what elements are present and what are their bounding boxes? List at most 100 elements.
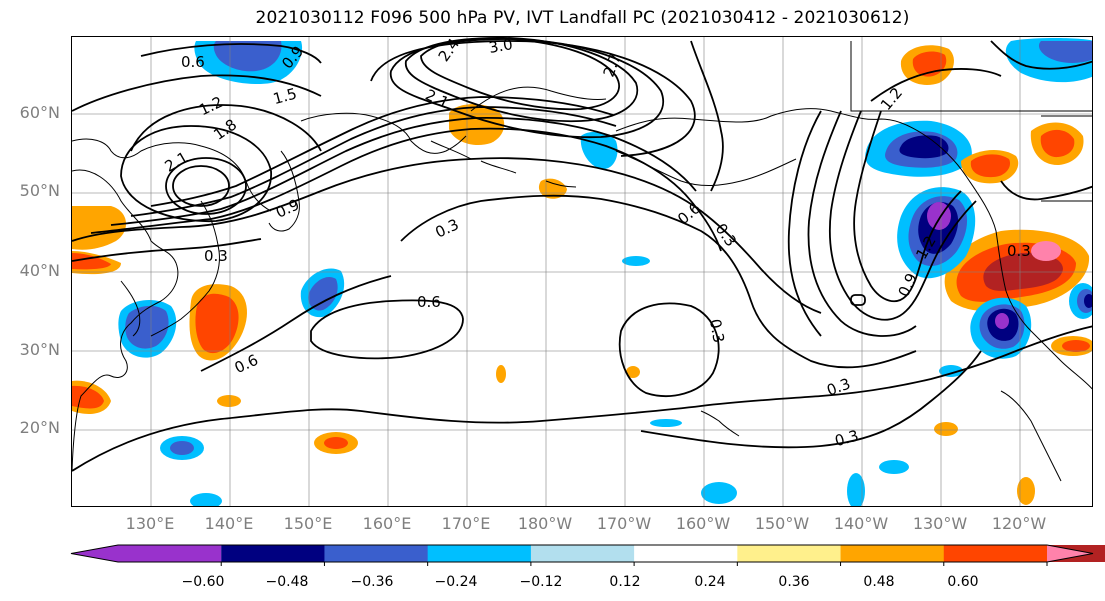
contour-0.6-trough xyxy=(807,110,917,337)
contour-0.3-west xyxy=(72,238,262,262)
contour-label: 1.2 xyxy=(196,93,225,119)
coast-korea xyxy=(120,280,141,337)
contour-label: 0.6 xyxy=(181,53,205,71)
lon-label-180w: 180°W xyxy=(517,514,573,533)
contour-1.2-arctic xyxy=(870,68,1002,102)
anomaly-negative-okhotsk-mid xyxy=(213,41,282,72)
lon-label-150w: 150°W xyxy=(754,514,810,533)
colorbar-swatch xyxy=(1047,545,1105,562)
map-canvas: 0.6 0.9 1.2 1.5 1.8 2.1 2.4 2.7 3.0 2.1 … xyxy=(72,37,1092,506)
contour-label: 0.3 xyxy=(824,375,853,400)
contour-label: 2.7 xyxy=(600,51,625,80)
colorbar-tick-label: 0.36 xyxy=(778,574,810,590)
anomaly-positive-bc-core xyxy=(1040,129,1075,158)
anomaly-positive-canada-core xyxy=(970,154,1011,178)
colorbar-tick-label: −0.48 xyxy=(265,574,309,590)
coast-alaska xyxy=(615,108,1092,390)
contour-0.9-jet xyxy=(90,127,722,252)
anomaly-negative-tropical-2 xyxy=(190,493,222,506)
colorbar-tick-label: −0.36 xyxy=(350,574,394,590)
anomaly-positive-tropical-5 xyxy=(496,365,506,383)
anomaly-negative-socal-peak xyxy=(995,313,1009,329)
contour-1.2-top xyxy=(72,74,322,112)
contour-label: 1.2 xyxy=(877,84,906,114)
anomaly-negative-rockies-dark xyxy=(1084,294,1092,308)
lon-label-130e: 130°E xyxy=(125,514,175,533)
anomaly-positive-tropical-3 xyxy=(934,422,958,436)
anomaly-positive-china-core xyxy=(72,253,111,270)
colorbar-tick-label: 0.12 xyxy=(609,574,641,590)
pv-contours xyxy=(72,37,1092,472)
anomaly-negative-alaska-dark xyxy=(899,135,949,159)
colorbar-swatch xyxy=(737,545,842,562)
map-panel: 0.6 0.9 1.2 1.5 1.8 2.1 2.4 2.7 3.0 2.1 … xyxy=(71,36,1093,507)
contour-1.2-jet xyxy=(110,116,697,226)
coast-kamchatka xyxy=(268,150,300,232)
lon-label-170e: 170°E xyxy=(441,514,491,533)
anomaly-positive-tropical-4 xyxy=(1017,477,1035,505)
contour-0.3-trough xyxy=(787,110,822,337)
colorbar-swatch xyxy=(530,545,635,562)
anomaly-negative-tropical-4 xyxy=(650,419,682,427)
contour-0.3-mid xyxy=(400,194,917,369)
contour-2.1-lobe xyxy=(370,40,696,157)
contour-label: 0.6 xyxy=(417,293,441,311)
anomaly-positive-west-low-core xyxy=(72,385,104,409)
lon-label-120w: 120°W xyxy=(991,514,1047,533)
contour-1.5-jet xyxy=(130,106,617,217)
anomaly-negative-tropical-5 xyxy=(701,482,737,504)
lon-label-170w: 170°W xyxy=(596,514,652,533)
lat-label-60n: 60°N xyxy=(19,103,60,122)
contour-0.9-arctic xyxy=(990,40,1092,70)
colorbar-tick-label: 0.60 xyxy=(947,574,979,590)
anomaly-negative-japan-mid xyxy=(125,305,169,349)
colorbar-swatch xyxy=(427,545,532,562)
lon-label-140e: 140°E xyxy=(204,514,254,533)
colorbar-swatch xyxy=(71,545,222,562)
map-title: 2021030112 F096 500 hPa PV, IVT Landfall… xyxy=(255,8,910,28)
contour-label: 0.3 xyxy=(204,247,228,265)
coast-hawaii xyxy=(700,410,740,437)
lon-label-160e: 160°E xyxy=(362,514,412,533)
anomaly-negative-tropical-7 xyxy=(879,460,909,474)
colorbar-tick-label: 0.48 xyxy=(863,574,895,590)
contour-0.6-bc xyxy=(1000,180,1092,201)
contour-2.1-low xyxy=(165,157,247,215)
contour-2.4-lobe xyxy=(390,38,664,139)
contour-0.6-loop-hawaii xyxy=(618,302,720,397)
contour-0.6-loop-central xyxy=(310,299,464,360)
contour-0.9-trough xyxy=(828,110,977,321)
contour-label: 2.1 xyxy=(162,148,192,176)
contour-2.7-lobe xyxy=(405,37,639,123)
anomaly-negative-tropical-1-mid xyxy=(170,441,194,455)
anomaly-positive-east-peak xyxy=(1031,241,1061,261)
contour-label: 1.5 xyxy=(271,84,299,108)
contour-0.6-north xyxy=(72,157,822,314)
colorbar-tick-label: −0.12 xyxy=(519,574,563,590)
anomaly-positive-mexico-core xyxy=(1062,340,1090,352)
lon-label-150e: 150°E xyxy=(283,514,333,533)
contour-label: 1.8 xyxy=(210,115,240,143)
colorbar-outline xyxy=(70,544,1094,563)
lat-label-20n: 20°N xyxy=(19,418,60,437)
contour-2.4-low xyxy=(172,165,230,207)
colorbar-swatch xyxy=(324,545,429,562)
anomaly-positive-tropical-2 xyxy=(217,395,241,407)
colorbar-tick-label: 0.24 xyxy=(694,574,726,590)
coast-asia xyxy=(72,169,179,472)
lat-label-30n: 30°N xyxy=(19,340,60,359)
contour-0.3-south xyxy=(72,325,1092,472)
contour-1.5-ring xyxy=(130,104,322,152)
anomaly-negative-arctic-mid xyxy=(1038,41,1092,63)
coast-aleutians xyxy=(430,140,577,188)
contour-label: 0.6 xyxy=(674,199,704,228)
anomaly-positive-china xyxy=(72,206,127,250)
contour-label: 3.0 xyxy=(487,37,514,57)
contour-2.1-ring xyxy=(120,125,272,223)
anomaly-positive-tropical-1-core xyxy=(324,437,348,449)
anomaly-negative-tropical-8 xyxy=(939,365,963,377)
contour-1.2-small-high xyxy=(850,294,866,306)
anomaly-negative-tropical-3 xyxy=(622,256,650,266)
colorbar-tick-label: −0.60 xyxy=(181,574,225,590)
lat-label-40n: 40°N xyxy=(19,261,60,280)
